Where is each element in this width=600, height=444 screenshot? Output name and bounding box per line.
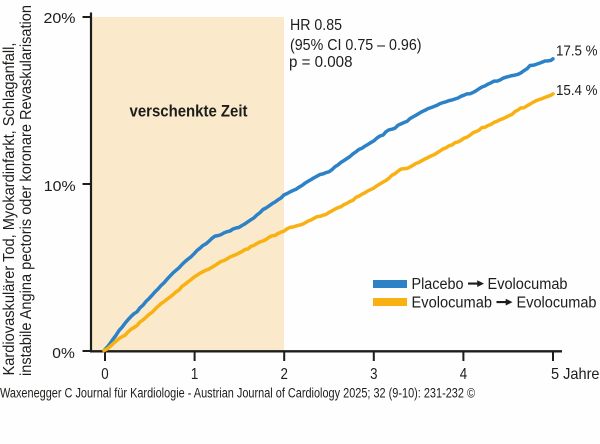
svg-text:15.4 %: 15.4 %	[556, 82, 598, 99]
svg-text:Placebo: Placebo	[412, 276, 464, 293]
svg-text:Evolocumab: Evolocumab	[488, 276, 568, 293]
svg-text:Evolocumab: Evolocumab	[517, 295, 597, 312]
svg-text:3: 3	[370, 366, 377, 383]
svg-text:4: 4	[460, 366, 467, 383]
svg-text:p = 0.008: p = 0.008	[289, 54, 353, 71]
svg-text:1: 1	[191, 366, 198, 383]
svg-text:verschenkte Zeit: verschenkte Zeit	[130, 103, 248, 121]
svg-text:0%: 0%	[52, 345, 75, 362]
svg-text:(95% CI 0.75 – 0.96): (95% CI 0.75 – 0.96)	[290, 37, 422, 54]
svg-text:0: 0	[101, 366, 108, 383]
svg-text:instabile Angina pectoris oder: instabile Angina pectoris oder koronare …	[18, 5, 35, 376]
svg-text:2: 2	[281, 366, 288, 383]
svg-text:Kardiovaskulärer Tod, Myokardi: Kardiovaskulärer Tod, Myokardinfarkt, Sc…	[1, 43, 18, 376]
svg-text:10%: 10%	[44, 178, 76, 195]
svg-text:20%: 20%	[44, 10, 76, 27]
svg-text:Waxenegger C Journal für Kardi: Waxenegger C Journal für Kardiologie - A…	[0, 386, 475, 401]
svg-text:17.5 %: 17.5 %	[556, 43, 598, 60]
svg-text:Evolocumab: Evolocumab	[412, 295, 493, 312]
svg-text:5 Jahre: 5 Jahre	[551, 366, 600, 383]
svg-text:HR 0.85: HR 0.85	[290, 17, 342, 34]
